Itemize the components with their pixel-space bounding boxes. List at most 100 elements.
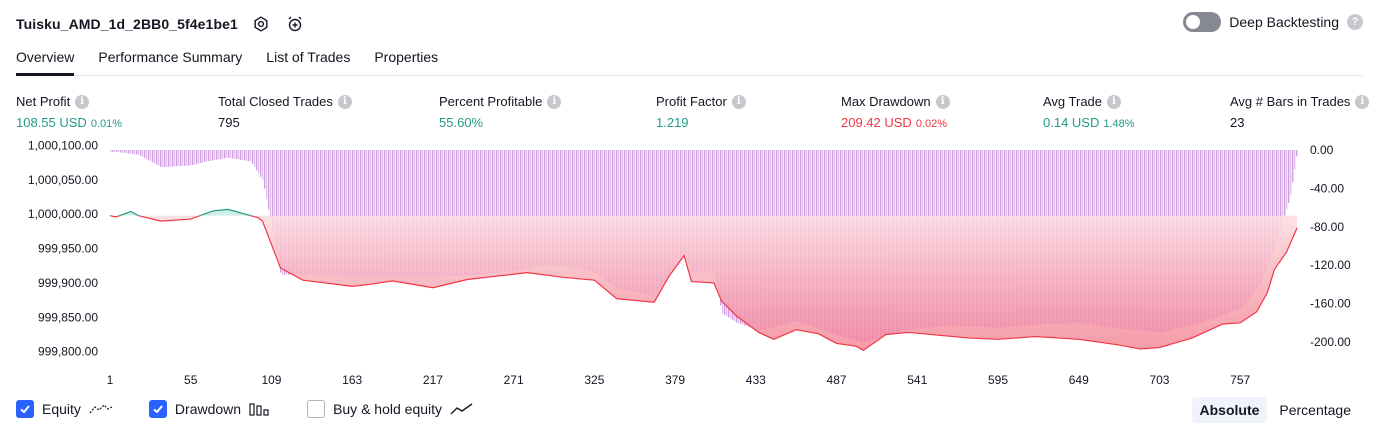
- x-axis-tick-label: 649: [1069, 373, 1089, 387]
- drawdown-bar: [582, 150, 584, 270]
- drawdown-bar: [460, 150, 462, 276]
- legend-label: Buy & hold equity: [333, 401, 443, 417]
- drawdown-bar: [586, 150, 588, 271]
- legend-drawdown[interactable]: Drawdown: [148, 400, 271, 418]
- stat-value: 23: [1230, 115, 1245, 130]
- drawdown-bar: [194, 150, 196, 165]
- drawdown-bar: [244, 150, 246, 161]
- drawdown-bar: [334, 150, 336, 276]
- drawdown-bar: [266, 150, 268, 200]
- strategy-title: Tuisku_AMD_1d_2BB0_5f4e1be1: [16, 16, 238, 32]
- drawdown-bar: [454, 150, 456, 276]
- drawdown-bar: [114, 150, 116, 152]
- drawdown-bar: [192, 150, 194, 166]
- left-axis-tick-label: 999,800.00: [38, 345, 98, 359]
- drawdown-bar: [598, 150, 600, 276]
- drawdown-bar: [670, 150, 672, 274]
- drawdown-bar: [446, 150, 448, 277]
- tab-properties[interactable]: Properties: [374, 49, 439, 65]
- drawdown-bar: [196, 150, 198, 165]
- drawdown-bar: [440, 150, 442, 277]
- drawdown-bar: [418, 150, 420, 277]
- info-icon[interactable]: i: [337, 94, 352, 109]
- tab-overview[interactable]: Overview: [16, 44, 75, 76]
- info-icon[interactable]: i: [731, 94, 746, 109]
- strategy-header: Tuisku_AMD_1d_2BB0_5f4e1be1: [16, 10, 306, 38]
- stat-label: Max Drawdown: [841, 94, 931, 109]
- drawdown-bar: [186, 150, 188, 166]
- drawdown-bar: [150, 150, 152, 162]
- drawdown-bar: [110, 150, 112, 152]
- info-icon[interactable]: i: [547, 94, 562, 109]
- drawdown-bar: [366, 150, 368, 277]
- drawdown-bar: [248, 150, 250, 162]
- drawdown-bar: [578, 150, 580, 269]
- drawdown-bar: [374, 150, 376, 277]
- drawdown-bar: [172, 150, 174, 167]
- checkbox-checked-icon[interactable]: [148, 400, 167, 418]
- drawdown-bar: [686, 150, 688, 261]
- checkbox-checked-icon[interactable]: [16, 400, 34, 418]
- drawdown-bar: [162, 150, 164, 168]
- x-axis-tick-label: 217: [423, 373, 443, 387]
- drawdown-bar: [430, 150, 432, 277]
- drawdown-bar: [544, 150, 546, 266]
- drawdown-bar: [554, 150, 556, 266]
- settings-icon[interactable]: [250, 13, 272, 35]
- x-axis-tick-label: 55: [184, 373, 198, 387]
- stat-value: 0.14 USD: [1043, 115, 1100, 130]
- tab-list-of-trades[interactable]: List of Trades: [266, 49, 351, 65]
- drawdown-bar: [666, 150, 668, 280]
- drawdown-bar: [354, 150, 356, 277]
- drawdown-bar: [458, 150, 460, 276]
- drawdown-bar: [488, 150, 490, 274]
- add-alert-icon[interactable]: [284, 13, 306, 35]
- drawdown-bar: [532, 150, 534, 268]
- info-icon[interactable]: i: [1107, 94, 1122, 109]
- drawdown-bar: [270, 150, 272, 221]
- deep-backtesting-toggle[interactable]: [1183, 12, 1222, 32]
- info-icon[interactable]: i: [75, 94, 90, 109]
- checkbox-unchecked-icon[interactable]: [307, 400, 326, 418]
- drawdown-bar: [584, 150, 586, 271]
- chart-legend: Equity Drawdown Buy & hold equity: [16, 400, 474, 418]
- stat-value: 795: [218, 115, 240, 130]
- drawdown-bar: [682, 150, 684, 259]
- drawdown-bar: [536, 150, 538, 267]
- drawdown-bar: [520, 150, 522, 270]
- drawdown-bar: [158, 150, 160, 166]
- equity-loss-area: [110, 215, 1297, 351]
- drawdown-bar: [1294, 150, 1296, 170]
- drawdown-bar: [560, 150, 562, 267]
- x-axis-tick-label: 757: [1230, 373, 1250, 387]
- info-icon[interactable]: i: [935, 94, 950, 109]
- tab-bar: Overview Performance Summary List of Tra…: [16, 44, 1363, 76]
- percentage-button[interactable]: Percentage: [1279, 402, 1351, 418]
- stat-avg-trade: Avg Trade i 0.14 USD 1.48%: [1043, 94, 1135, 130]
- drawdown-bar: [336, 150, 338, 277]
- tab-performance-summary[interactable]: Performance Summary: [98, 49, 243, 65]
- equity-line-loss: [109, 215, 1298, 352]
- info-icon[interactable]: i: [1355, 94, 1370, 109]
- drawdown-bar: [368, 150, 370, 277]
- drawdown-bar: [170, 150, 172, 167]
- drawdown-bar: [552, 150, 554, 266]
- drawdown-bar: [198, 150, 200, 164]
- drawdown-bar: [602, 150, 604, 279]
- stat-label: Profit Factor: [656, 94, 727, 109]
- drawdown-bar: [220, 150, 222, 160]
- drawdown-bar: [546, 150, 548, 266]
- drawdown-bar: [394, 150, 396, 277]
- stat-label: Percent Profitable: [439, 94, 543, 109]
- legend-buy-hold-equity[interactable]: Buy & hold equity: [307, 400, 474, 418]
- equity-chart[interactable]: 1,000,100.00 1,000,050.00 1,000,000.00 999,…: [0, 140, 1379, 392]
- drawdown-bar: [332, 150, 334, 276]
- help-icon[interactable]: ?: [1347, 14, 1363, 30]
- drawdown-bar: [370, 150, 372, 277]
- absolute-button[interactable]: Absolute: [1191, 397, 1268, 423]
- stat-max-drawdown: Max Drawdown i 209.42 USD 0.02%: [841, 94, 950, 130]
- drawdown-bar: [206, 150, 208, 162]
- legend-equity[interactable]: Equity: [16, 400, 113, 418]
- drawdown-bar: [474, 150, 476, 275]
- x-axis-tick-label: 487: [827, 373, 847, 387]
